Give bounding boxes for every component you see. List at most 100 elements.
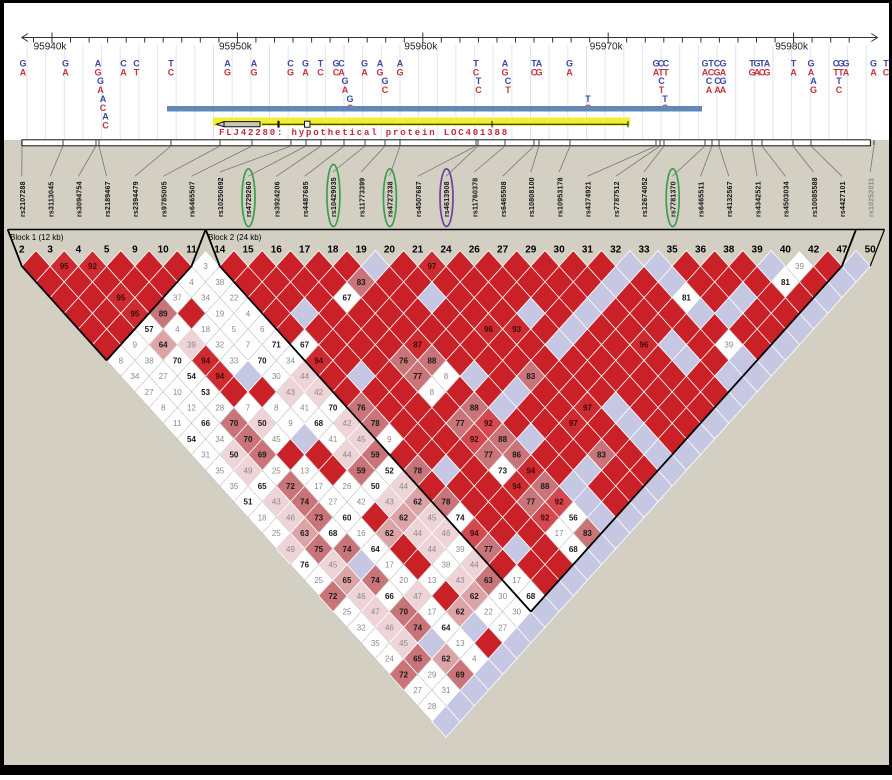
svg-text:3: 3 (47, 245, 53, 256)
svg-text:rs7781370: rs7781370 (670, 181, 677, 217)
svg-text:74: 74 (343, 545, 352, 554)
svg-text:rs10252011: rs10252011 (868, 178, 875, 217)
svg-text:45: 45 (399, 639, 408, 648)
svg-text:A: A (810, 76, 817, 86)
svg-text:A: A (62, 67, 69, 77)
svg-text:88: 88 (498, 435, 507, 444)
svg-text:C: C (883, 67, 890, 77)
svg-text:92: 92 (484, 419, 493, 428)
svg-text:25: 25 (272, 466, 281, 475)
svg-text:A: A (338, 67, 345, 77)
svg-text:G: G (332, 59, 339, 69)
svg-text:78: 78 (442, 498, 451, 507)
svg-text:74: 74 (456, 513, 465, 522)
svg-text:C: C (658, 76, 665, 86)
svg-text:A: A (653, 67, 660, 77)
svg-text:77: 77 (484, 545, 493, 554)
svg-text:G: G (807, 59, 814, 69)
svg-text:70: 70 (258, 356, 267, 365)
svg-text:44: 44 (413, 529, 422, 538)
svg-text:24: 24 (440, 245, 452, 256)
svg-text:71: 71 (272, 341, 281, 350)
svg-text:G: G (97, 76, 104, 86)
svg-text:rs10250692: rs10250692 (218, 177, 225, 217)
svg-text:C: C (120, 59, 127, 69)
svg-text:68: 68 (314, 419, 323, 428)
svg-text:60: 60 (343, 513, 352, 522)
svg-text:92: 92 (541, 513, 550, 522)
svg-text:95960k: 95960k (404, 42, 438, 53)
svg-text:6: 6 (260, 325, 265, 334)
svg-text:28: 28 (427, 702, 436, 711)
svg-text:47: 47 (413, 592, 422, 601)
svg-text:70: 70 (244, 435, 253, 444)
svg-text:27: 27 (159, 372, 168, 381)
svg-text:7: 7 (246, 341, 251, 350)
svg-text:T: T (476, 76, 482, 86)
svg-text:76: 76 (399, 356, 408, 365)
svg-text:C: C (836, 85, 843, 95)
svg-text:43: 43 (385, 498, 394, 507)
svg-text:T: T (759, 59, 765, 69)
svg-text:42: 42 (343, 419, 352, 428)
svg-text:11: 11 (173, 419, 182, 428)
svg-text:C: C (100, 103, 107, 113)
svg-text:27: 27 (497, 245, 509, 256)
svg-text:93: 93 (512, 325, 521, 334)
svg-text:4: 4 (189, 278, 194, 287)
svg-text:C: C (833, 59, 840, 69)
svg-text:A: A (754, 67, 761, 77)
svg-text:T: T (836, 76, 842, 86)
svg-text:C: C (505, 76, 512, 86)
svg-text:42: 42 (314, 388, 323, 397)
svg-text:G: G (224, 67, 231, 77)
svg-text:C: C (382, 85, 389, 95)
svg-text:46: 46 (442, 529, 451, 538)
svg-text:13: 13 (427, 576, 436, 585)
svg-text:68: 68 (328, 529, 337, 538)
svg-text:38: 38 (145, 356, 154, 365)
svg-text:T: T (318, 59, 324, 69)
svg-text:38: 38 (723, 245, 735, 256)
svg-text:64: 64 (371, 545, 380, 554)
svg-text:rs12674052: rs12674052 (642, 177, 649, 217)
svg-text:67: 67 (343, 294, 352, 303)
svg-text:G: G (361, 59, 368, 69)
svg-text:47: 47 (371, 608, 380, 617)
svg-text:43: 43 (456, 576, 465, 585)
svg-text:9: 9 (288, 419, 293, 428)
svg-text:27: 27 (413, 686, 422, 695)
svg-text:27: 27 (328, 498, 337, 507)
svg-text:41: 41 (328, 435, 337, 444)
svg-text:76: 76 (300, 561, 309, 570)
svg-text:97: 97 (569, 419, 578, 428)
svg-text:rs11773399: rs11773399 (359, 178, 366, 217)
svg-text:25: 25 (314, 576, 323, 585)
svg-text:24: 24 (385, 655, 394, 664)
svg-text:G: G (62, 59, 69, 69)
svg-text:46: 46 (286, 513, 295, 522)
svg-text:27: 27 (498, 623, 507, 632)
svg-text:G: G (535, 67, 542, 77)
svg-text:74: 74 (300, 498, 309, 507)
svg-text:94: 94 (201, 356, 210, 365)
svg-text:38: 38 (442, 561, 451, 570)
svg-text:25: 25 (272, 529, 281, 538)
svg-text:G: G (381, 76, 388, 86)
svg-text:G: G (302, 59, 309, 69)
svg-text:41: 41 (300, 404, 309, 413)
svg-text:21: 21 (412, 245, 424, 256)
svg-text:Block 1 (12 kb): Block 1 (12 kb) (10, 233, 64, 242)
svg-text:rs7787512: rs7787512 (614, 181, 621, 217)
svg-text:89: 89 (159, 309, 168, 318)
svg-text:29: 29 (427, 670, 436, 679)
svg-text:rs4427101: rs4427101 (840, 181, 847, 217)
svg-text:8: 8 (274, 404, 279, 413)
svg-text:G: G (19, 59, 26, 69)
svg-text:C: C (168, 67, 175, 77)
svg-text:C: C (714, 59, 721, 69)
svg-text:8: 8 (444, 372, 449, 381)
svg-text:rs6465507: rs6465507 (190, 181, 197, 217)
svg-text:7: 7 (246, 404, 251, 413)
svg-text:26: 26 (343, 482, 352, 491)
